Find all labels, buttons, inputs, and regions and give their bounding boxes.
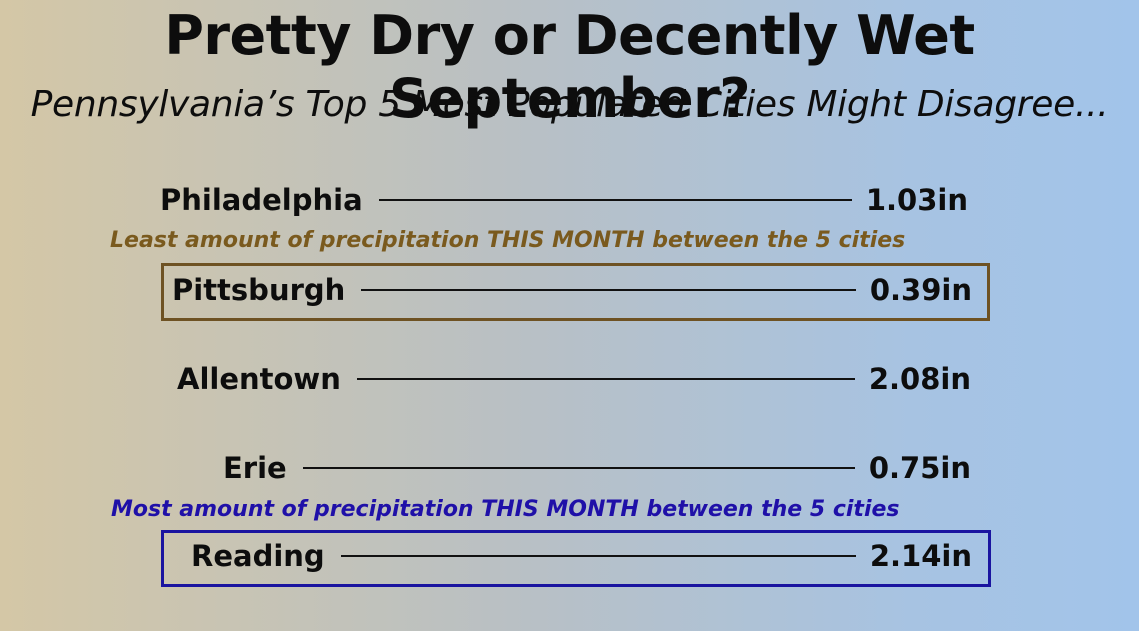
leader-line (302, 467, 855, 469)
leader-line (356, 378, 855, 380)
city-name: Allentown (177, 362, 341, 396)
city-row-philadelphia: Philadelphia 1.03in (160, 183, 968, 217)
city-name: Philadelphia (160, 183, 363, 217)
leader-line (340, 555, 856, 557)
page-subtitle: Pennsylvania’s Top 5 Most Populated Citi… (30, 84, 1109, 125)
least-precip-note: Least amount of precipitation THIS MONTH… (110, 228, 906, 253)
city-row-pittsburgh: Pittsburgh 0.39in (172, 273, 972, 307)
most-precip-box (161, 530, 991, 587)
city-row-erie: Erie 0.75in (223, 451, 971, 485)
city-name: Pittsburgh (172, 273, 346, 307)
precip-value: 2.08in (868, 362, 971, 396)
page-title: Pretty Dry or Decently Wet September? (164, 4, 975, 130)
precip-value: 0.75in (868, 451, 971, 485)
precip-value: 2.14in (869, 539, 972, 573)
city-row-allentown: Allentown 2.08in (177, 362, 971, 396)
city-name: Reading (191, 539, 325, 573)
least-precip-box (161, 263, 990, 321)
precip-value: 1.03in (865, 183, 968, 217)
precip-value: 0.39in (869, 273, 972, 307)
leader-line (378, 199, 852, 201)
most-precip-note: Most amount of precipitation THIS MONTH … (111, 497, 900, 522)
city-row-reading: Reading 2.14in (191, 539, 972, 573)
city-name: Erie (223, 451, 287, 485)
leader-line (361, 289, 856, 291)
